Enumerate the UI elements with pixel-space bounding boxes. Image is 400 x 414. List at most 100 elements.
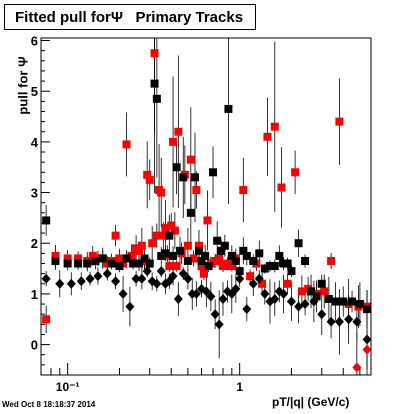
- data-point-square: [263, 132, 272, 141]
- data-point-square: [192, 186, 201, 195]
- data-point-square: [307, 287, 316, 296]
- data-point-square: [157, 251, 166, 260]
- data-point-square: [169, 251, 178, 260]
- data-point-square: [220, 241, 229, 250]
- data-point-diamond: [235, 273, 245, 284]
- data-point-square: [115, 262, 124, 271]
- data-point-square: [324, 294, 333, 303]
- data-point-diamond: [362, 334, 372, 345]
- data-point-square: [255, 249, 264, 258]
- data-point-diamond: [183, 273, 193, 284]
- data-point-diamond: [206, 291, 216, 302]
- y-tick-label: 1: [31, 287, 38, 302]
- data-point-square: [199, 269, 208, 278]
- data-point-diamond: [168, 271, 178, 282]
- data-point-square: [122, 140, 131, 149]
- data-point-square: [88, 251, 97, 260]
- data-point-square: [189, 254, 198, 263]
- data-point-square: [179, 173, 188, 182]
- data-point-square: [51, 251, 60, 260]
- data-point-diamond: [242, 304, 252, 315]
- chart-title: Fitted pull forΨ Primary Tracks: [15, 9, 244, 26]
- data-point-square: [183, 256, 192, 265]
- data-point-square: [201, 251, 210, 260]
- data-point-square: [161, 224, 170, 233]
- data-point-square: [111, 231, 120, 240]
- data-point-square: [83, 259, 92, 268]
- data-point-diamond: [352, 362, 362, 373]
- data-point-square: [270, 122, 279, 131]
- data-point-square: [363, 305, 372, 314]
- data-point-diamond: [156, 266, 166, 277]
- data-point-square: [203, 216, 212, 225]
- y-tick-label: 6: [31, 34, 38, 49]
- data-point-square: [249, 256, 258, 265]
- data-point-square: [176, 246, 185, 255]
- data-point-diamond: [173, 293, 183, 304]
- data-point-square: [159, 231, 168, 240]
- x-axis-label: pT/|q| (GeV/c): [272, 395, 350, 409]
- data-point-square: [143, 170, 152, 179]
- timestamp: Wed Oct 8 18:18:37 2014: [2, 400, 96, 409]
- data-point-square: [317, 279, 326, 288]
- data-point-square: [224, 104, 233, 113]
- data-point-square: [63, 254, 72, 263]
- data-point-diamond: [76, 276, 86, 287]
- data-point-square: [312, 292, 321, 301]
- y-tick-label: 4: [31, 135, 39, 150]
- data-point-square: [191, 173, 200, 182]
- data-point-square: [227, 262, 236, 271]
- data-point-square: [161, 249, 170, 258]
- data-point-square: [297, 287, 306, 296]
- data-point-square: [287, 267, 296, 276]
- data-point-square: [167, 221, 176, 230]
- data-point-square: [204, 262, 213, 271]
- data-point-diamond: [142, 266, 152, 277]
- data-point-square: [135, 246, 144, 255]
- data-point-square: [152, 231, 161, 240]
- data-point-square: [235, 267, 244, 276]
- data-point-diamond: [214, 319, 224, 330]
- data-point-diamond: [102, 268, 112, 279]
- data-point-square: [169, 137, 178, 146]
- data-point-diamond: [41, 273, 51, 284]
- data-point-square: [283, 259, 292, 268]
- data-point-square: [209, 168, 218, 177]
- data-point-square: [74, 259, 83, 268]
- data-point-diamond: [137, 273, 147, 284]
- data-point-square: [103, 259, 112, 268]
- data-point-diamond: [344, 314, 354, 325]
- data-point-square: [215, 254, 224, 263]
- data-point-square: [91, 256, 100, 265]
- data-point-diamond: [300, 299, 310, 310]
- data-point-diamond: [352, 316, 362, 327]
- data-point-square: [291, 168, 300, 177]
- data-point-square: [242, 251, 251, 260]
- data-point-square: [63, 259, 72, 268]
- data-point-square: [172, 163, 181, 172]
- data-point-diamond: [55, 278, 65, 289]
- data-point-diamond: [85, 273, 95, 284]
- data-point-square: [327, 256, 336, 265]
- data-point-diamond: [362, 344, 372, 355]
- data-point-square: [246, 272, 255, 281]
- data-point-diamond: [334, 316, 344, 327]
- data-point-diamond: [210, 309, 220, 320]
- data-point-square: [74, 254, 83, 263]
- data-point-square: [137, 241, 146, 250]
- data-point-square: [157, 188, 166, 197]
- data-point-square: [165, 231, 174, 240]
- data-point-diamond: [286, 296, 296, 307]
- data-point-square: [135, 259, 144, 268]
- y-tick-label: 5: [31, 84, 38, 99]
- plot-frame: [40, 37, 372, 376]
- data-point-square: [127, 251, 136, 260]
- x-tick-label: 1: [236, 380, 243, 394]
- data-point-square: [217, 246, 226, 255]
- data-point-square: [152, 94, 161, 103]
- data-point-square: [320, 287, 329, 296]
- x-tick-label: 10⁻¹: [56, 380, 80, 394]
- data-point-diamond: [152, 278, 162, 289]
- y-tick-label: 2: [31, 236, 38, 251]
- data-point-square: [279, 259, 288, 268]
